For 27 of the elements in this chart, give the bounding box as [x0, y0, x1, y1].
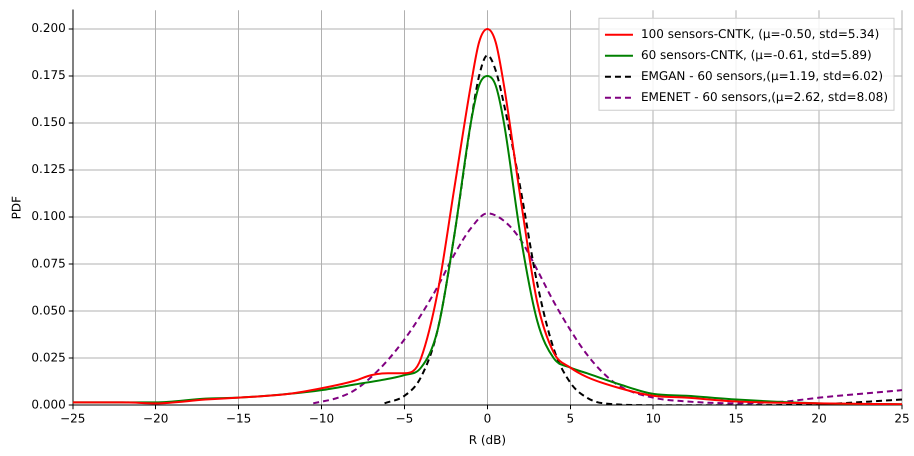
x-tick-label: −25	[60, 412, 86, 426]
y-tick-label: 0.025	[31, 350, 66, 364]
x-tick-label: 5	[566, 412, 574, 426]
x-tick-label: 15	[728, 412, 744, 426]
x-axis-title: R (dB)	[468, 432, 506, 447]
legend-label: 100 sensors-CNTK, (μ=-0.50, std=5.34)	[640, 26, 880, 41]
x-tick-label: 25	[894, 412, 910, 426]
legend-label: EMGAN - 60 sensors,(μ=1.19, std=6.02)	[640, 68, 884, 83]
x-tick-label: −20	[143, 412, 168, 426]
y-tick-label: 0.075	[31, 256, 66, 270]
y-tick-label: 0.050	[31, 303, 66, 318]
y-tick-label: 0.175	[31, 68, 66, 82]
x-tick-label: 0	[484, 412, 492, 426]
line-series	[312, 212, 902, 404]
y-tick-label: 0.000	[31, 397, 66, 412]
legend-label: 60 sensors-CNTK, (μ=-0.61, std=5.89)	[640, 48, 872, 62]
legend-label: EMENET - 60 sensors,(μ=2.62, std=8.08)	[640, 90, 888, 104]
x-tick-label: −5	[396, 412, 414, 426]
y-tick-label: 0.150	[31, 115, 66, 130]
y-tick-label: 0.100	[31, 209, 66, 224]
x-tick-label: 20	[811, 412, 827, 426]
y-tick-label: 0.125	[31, 162, 66, 176]
y-axis-title: PDF	[9, 196, 24, 220]
y-tick-label: 0.200	[31, 21, 66, 36]
x-tick-label: −15	[226, 412, 252, 426]
x-tick-label: 10	[646, 412, 661, 426]
x-tick-label: −10	[308, 412, 334, 426]
